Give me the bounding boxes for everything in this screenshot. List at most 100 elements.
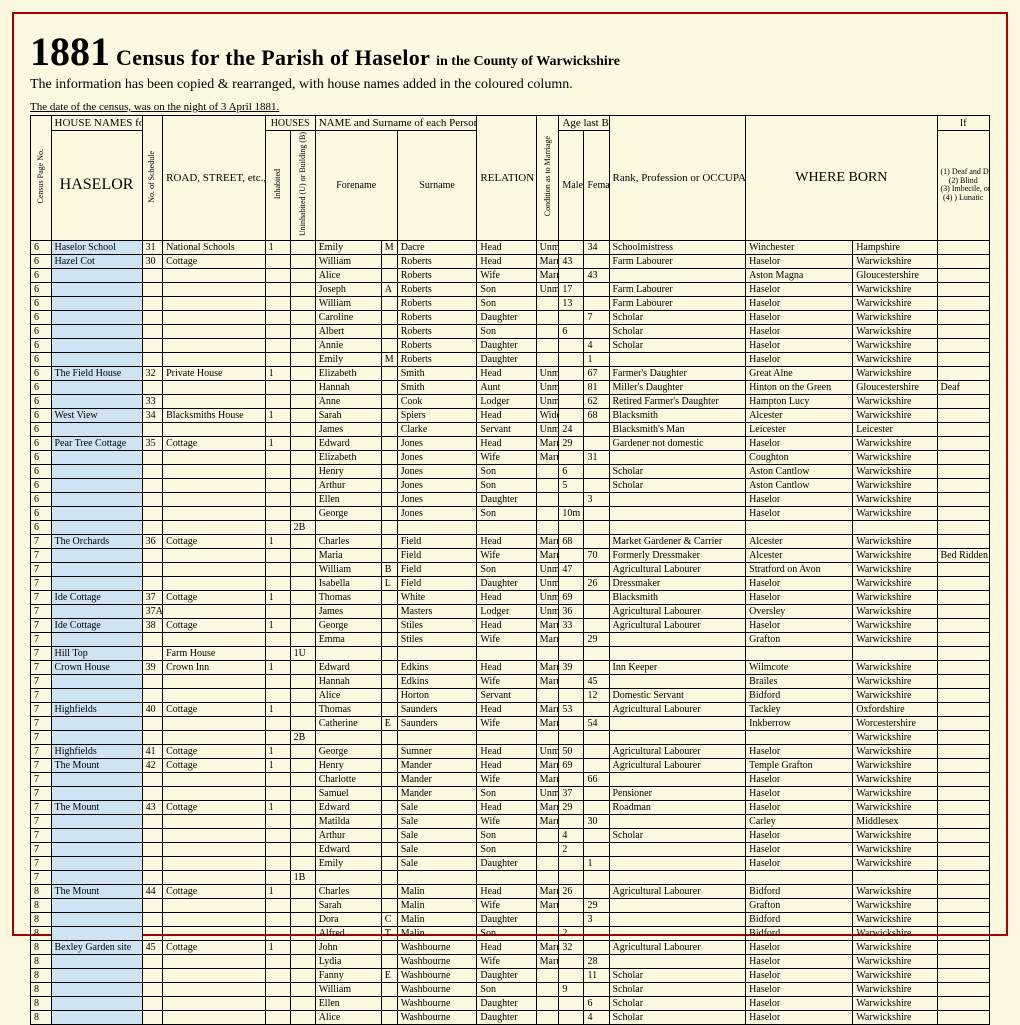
table-cell xyxy=(51,730,142,744)
table-cell: 1 xyxy=(584,856,609,870)
table-cell: Warwickshire xyxy=(853,856,937,870)
table-cell xyxy=(381,618,397,632)
table-cell xyxy=(163,478,266,492)
table-cell: Washbourne xyxy=(397,968,477,982)
table-cell xyxy=(381,786,397,800)
table-cell: Son xyxy=(477,828,536,842)
hdr-census-page: Census Page No. xyxy=(37,149,45,203)
table-cell xyxy=(381,870,397,884)
table-cell: Deaf xyxy=(937,380,990,394)
table-cell: Wilmcote xyxy=(746,660,853,674)
table-cell xyxy=(536,982,559,996)
table-cell: Married xyxy=(536,534,559,548)
table-cell xyxy=(163,632,266,646)
table-row: 7Highfields40Cottage1ThomasSaundersHeadM… xyxy=(31,702,990,716)
table-cell xyxy=(142,982,163,996)
table-cell xyxy=(536,856,559,870)
table-cell xyxy=(51,380,142,394)
table-cell xyxy=(559,548,584,562)
table-cell: Unmarried xyxy=(536,786,559,800)
table-row: 8FannyEWashbourneDaughter11ScholarHaselo… xyxy=(31,968,990,982)
table-cell xyxy=(163,856,266,870)
table-cell: 6 xyxy=(31,296,52,310)
table-cell xyxy=(290,758,315,772)
table-row: 8WilliamWashbourneSon9ScholarHaselorWarw… xyxy=(31,982,990,996)
table-row: 6Hazel Cot30CottageWilliamRobertsHeadMar… xyxy=(31,254,990,268)
table-cell xyxy=(290,478,315,492)
table-cell xyxy=(381,436,397,450)
table-cell xyxy=(536,646,559,660)
table-row: 6WilliamRobertsSon13Farm LabourerHaselor… xyxy=(31,296,990,310)
table-cell: 66 xyxy=(584,772,609,786)
table-cell: Warwickshire xyxy=(853,842,937,856)
table-cell xyxy=(290,296,315,310)
table-cell xyxy=(163,730,266,744)
table-cell: James xyxy=(315,604,381,618)
table-cell: Crown Inn xyxy=(163,660,266,674)
table-cell xyxy=(265,856,290,870)
hdr-age: Age last Birthday of xyxy=(559,116,609,131)
table-cell: 29 xyxy=(584,898,609,912)
table-cell xyxy=(937,576,990,590)
table-cell xyxy=(142,856,163,870)
table-cell xyxy=(381,982,397,996)
table-cell: 1 xyxy=(265,618,290,632)
table-cell: Edward xyxy=(315,436,381,450)
table-cell xyxy=(536,520,559,534)
table-cell xyxy=(290,688,315,702)
table-cell xyxy=(381,534,397,548)
table-cell: 7 xyxy=(31,828,52,842)
table-cell xyxy=(265,646,290,660)
table-cell xyxy=(609,492,746,506)
table-cell: Scholar xyxy=(609,982,746,996)
table-cell xyxy=(746,646,853,660)
table-cell xyxy=(142,786,163,800)
table-cell: Thomas xyxy=(315,590,381,604)
table-cell xyxy=(381,954,397,968)
table-cell xyxy=(381,660,397,674)
table-cell: Hannah xyxy=(315,674,381,688)
table-cell xyxy=(584,478,609,492)
table-cell: Warwickshire xyxy=(853,954,937,968)
table-cell: 8 xyxy=(31,968,52,982)
table-cell xyxy=(163,842,266,856)
table-cell: Daughter xyxy=(477,492,536,506)
table-cell: Sarah xyxy=(315,898,381,912)
table-cell: Private House xyxy=(163,366,266,380)
table-cell: Haselor xyxy=(746,940,853,954)
table-cell xyxy=(559,772,584,786)
table-cell xyxy=(265,604,290,618)
table-cell: 24 xyxy=(559,422,584,436)
table-cell xyxy=(142,688,163,702)
table-cell: 7 xyxy=(31,716,52,730)
table-cell: Schoolmistress xyxy=(609,240,746,254)
table-cell: Anne xyxy=(315,394,381,408)
table-cell: 1 xyxy=(265,800,290,814)
table-cell: 3 xyxy=(584,492,609,506)
table-cell xyxy=(559,856,584,870)
table-cell xyxy=(142,422,163,436)
table-cell: The Mount xyxy=(51,800,142,814)
table-row: 71B xyxy=(31,870,990,884)
table-cell xyxy=(937,436,990,450)
table-cell: George xyxy=(315,744,381,758)
table-cell: Jones xyxy=(397,450,477,464)
table-cell: Head xyxy=(477,436,536,450)
table-cell: Warwickshire xyxy=(853,758,937,772)
table-cell xyxy=(142,674,163,688)
table-cell xyxy=(265,422,290,436)
table-cell: Pensioner xyxy=(609,786,746,800)
table-cell: Clarke xyxy=(397,422,477,436)
table-cell xyxy=(937,618,990,632)
table-cell xyxy=(51,282,142,296)
table-cell: 2 xyxy=(559,926,584,940)
table-cell: 7 xyxy=(31,842,52,856)
table-cell: Haselor School xyxy=(51,240,142,254)
table-cell: Head xyxy=(477,590,536,604)
table-cell: Alcester xyxy=(746,548,853,562)
table-cell xyxy=(51,632,142,646)
table-cell: Warwickshire xyxy=(853,674,937,688)
table-cell: Daughter xyxy=(477,310,536,324)
table-cell: Edward xyxy=(315,800,381,814)
table-row: 6The Field House32Private House1Elizabet… xyxy=(31,366,990,380)
